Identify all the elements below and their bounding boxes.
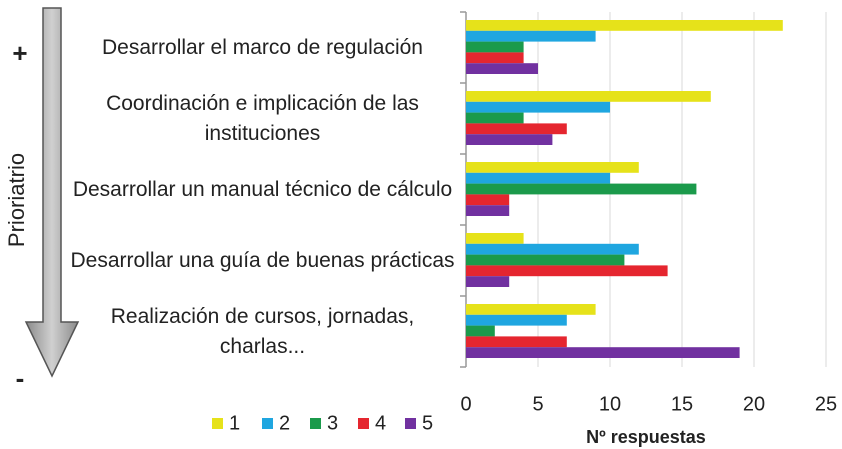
category-label: Realización de cursos, jornadas, charlas… bbox=[110, 304, 415, 358]
bar bbox=[466, 325, 495, 337]
x-tick-label: 0 bbox=[460, 393, 471, 415]
bar bbox=[466, 194, 510, 206]
bar bbox=[466, 123, 567, 135]
x-tick-label: 20 bbox=[743, 393, 765, 415]
bar bbox=[466, 134, 553, 145]
x-axis-label: Nº respuestas bbox=[586, 427, 706, 447]
legend-swatch bbox=[405, 418, 416, 429]
bar bbox=[466, 336, 567, 348]
bar bbox=[466, 254, 625, 266]
legend-label: 1 bbox=[229, 412, 240, 434]
category-label: Coordinación e implicación de las instit… bbox=[106, 91, 419, 145]
bar bbox=[466, 304, 596, 315]
bar bbox=[466, 314, 567, 326]
bar bbox=[466, 183, 697, 195]
category-label: Desarrollar un manual técnico de cálculo bbox=[72, 177, 453, 201]
bar bbox=[466, 205, 510, 216]
bar bbox=[466, 265, 668, 277]
bar bbox=[466, 162, 639, 173]
bar bbox=[466, 30, 596, 42]
bar bbox=[466, 91, 711, 102]
legend-swatch bbox=[262, 418, 273, 429]
category-label: Desarrollar el marco de regulación bbox=[102, 35, 423, 59]
bar bbox=[466, 20, 783, 31]
plus-sign: + bbox=[12, 38, 27, 68]
bar bbox=[466, 172, 610, 184]
bar bbox=[466, 52, 524, 64]
legend-label: 3 bbox=[327, 412, 338, 434]
legend-label: 2 bbox=[279, 412, 290, 434]
bar bbox=[466, 347, 740, 358]
x-tick-label: 5 bbox=[532, 393, 543, 415]
x-tick-label: 15 bbox=[671, 393, 693, 415]
bar bbox=[466, 243, 639, 255]
bar bbox=[466, 63, 538, 74]
bar bbox=[466, 233, 524, 244]
bar bbox=[466, 41, 524, 53]
legend-label: 5 bbox=[422, 412, 433, 434]
x-tick-label: 25 bbox=[815, 393, 837, 415]
bar bbox=[466, 276, 510, 287]
minus-sign: - bbox=[16, 363, 25, 393]
x-tick-label: 10 bbox=[599, 393, 621, 415]
bar bbox=[466, 112, 524, 124]
category-label: Desarrollar una guía de buenas prácticas bbox=[70, 248, 455, 272]
legend-swatch bbox=[358, 418, 369, 429]
bar bbox=[466, 101, 610, 113]
legend-swatch bbox=[212, 418, 223, 429]
priority-arrow bbox=[24, 7, 80, 378]
arrow-label: Prioriatrio bbox=[4, 153, 29, 247]
legend-swatch bbox=[310, 418, 321, 429]
legend-label: 4 bbox=[375, 412, 386, 434]
